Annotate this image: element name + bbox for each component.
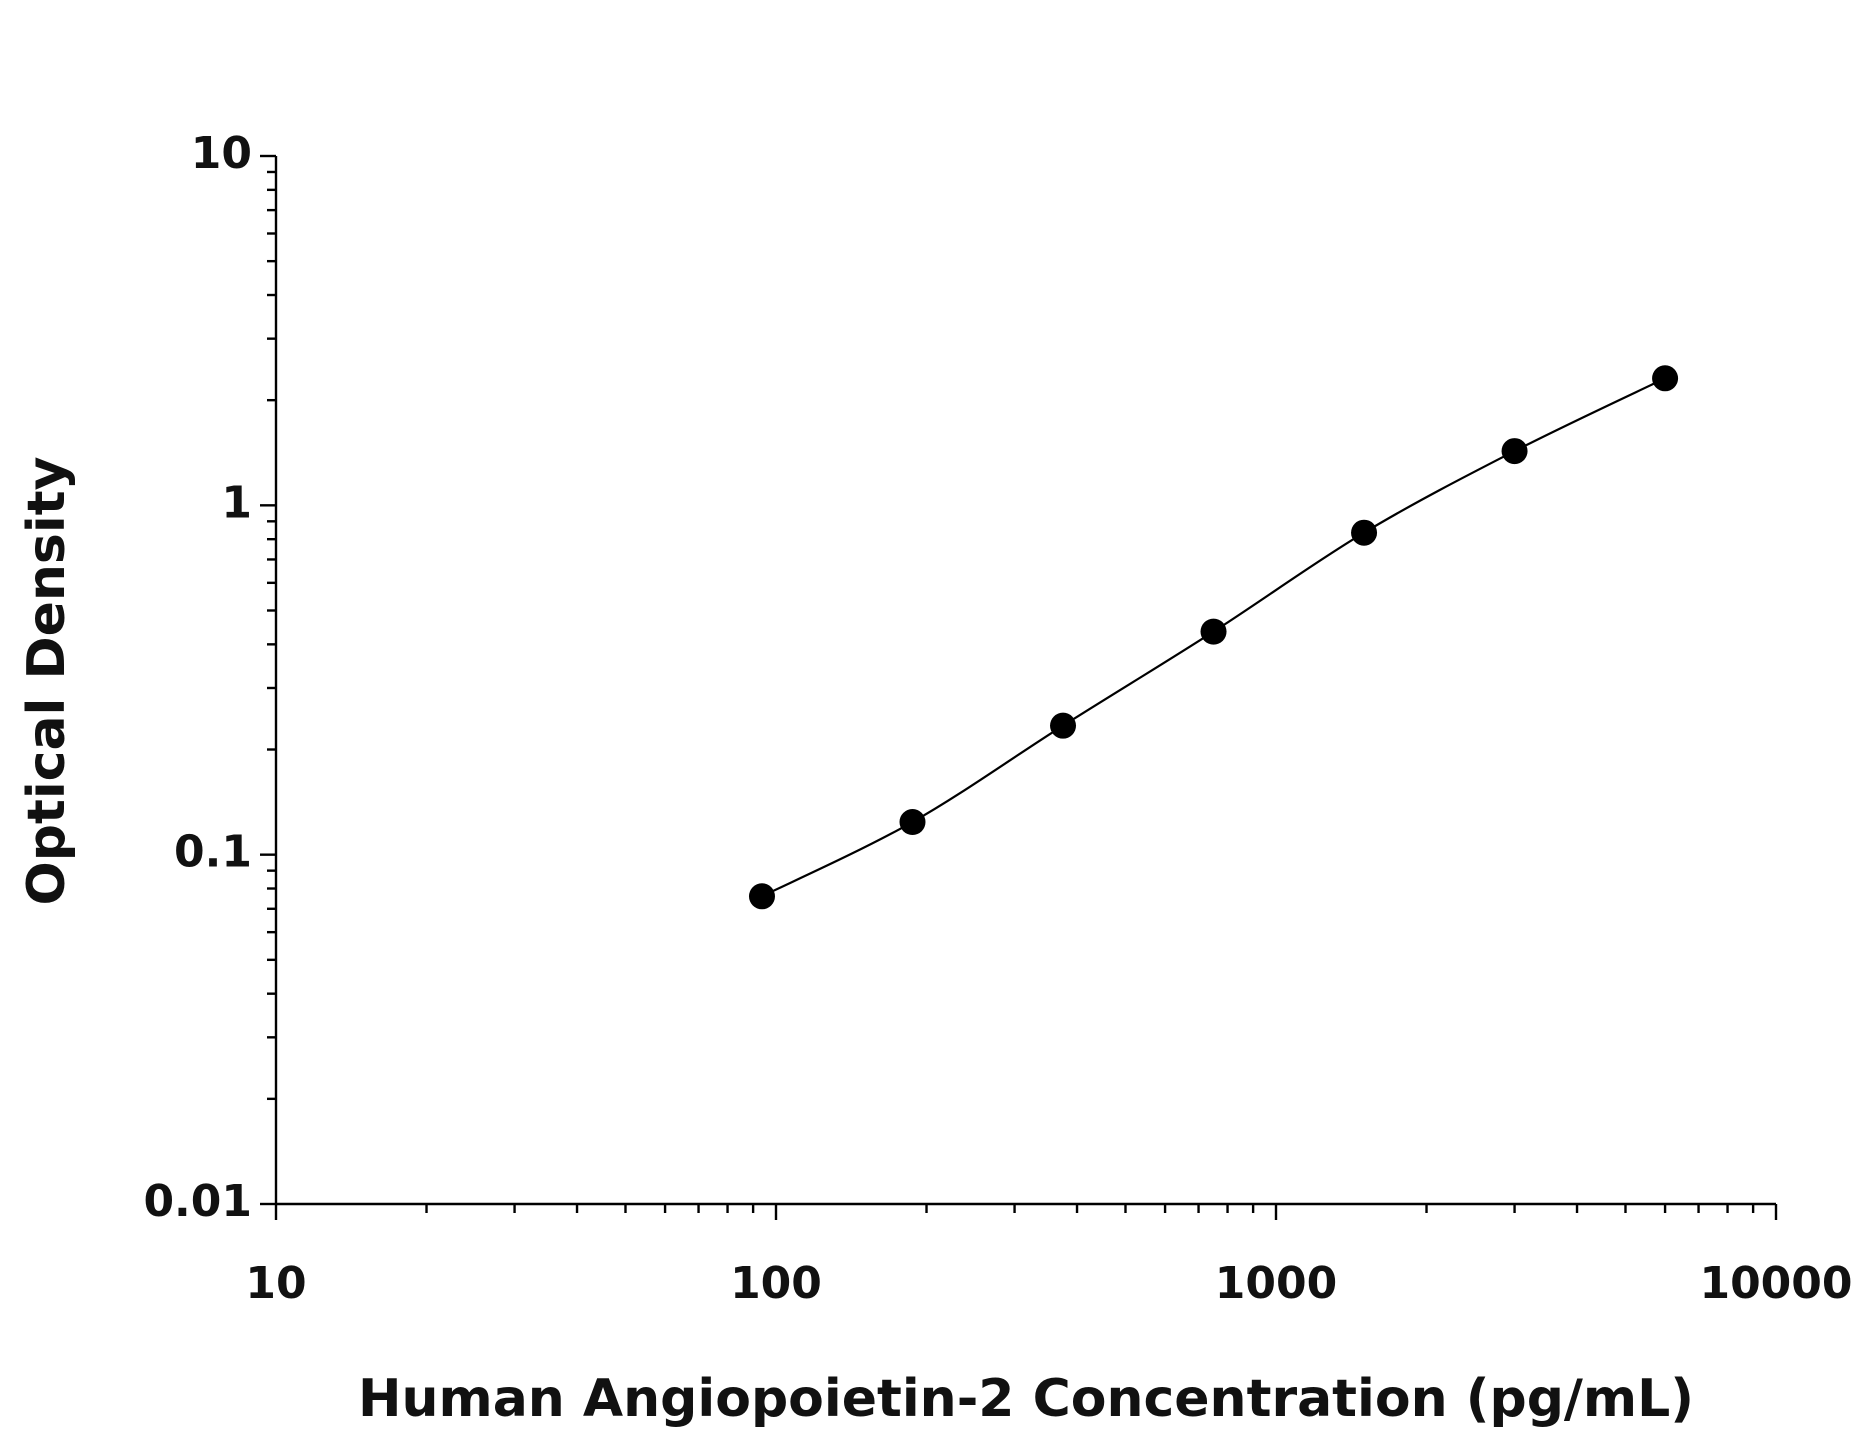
y-tick-label: 1 bbox=[221, 477, 252, 528]
y-axis-title: Optical Density bbox=[17, 457, 77, 906]
data-point bbox=[1652, 365, 1679, 392]
x-tick-label: 1000 bbox=[1215, 1258, 1337, 1309]
data-point bbox=[1200, 618, 1227, 645]
data-point bbox=[1050, 712, 1077, 739]
y-tick-label: 10 bbox=[191, 128, 252, 179]
x-tick-label: 100 bbox=[730, 1258, 822, 1309]
data-point bbox=[1351, 519, 1378, 546]
x-tick-label: 10000 bbox=[1699, 1258, 1852, 1309]
y-tick-label: 0.1 bbox=[174, 827, 252, 878]
y-tick-label: 0.01 bbox=[143, 1176, 252, 1227]
data-point bbox=[899, 809, 926, 836]
x-tick-label: 10 bbox=[245, 1258, 306, 1309]
data-point bbox=[748, 883, 775, 910]
data-point bbox=[1501, 438, 1528, 465]
x-axis-title: Human Angiopoietin-2 Concentration (pg/m… bbox=[358, 1369, 1694, 1429]
